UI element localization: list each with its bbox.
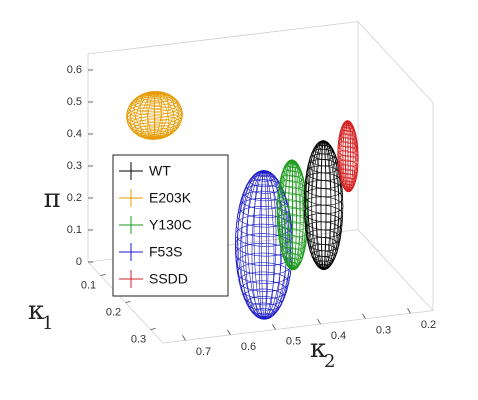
box-edge [162,310,434,344]
mesh-line [154,91,162,138]
mesh-line [154,91,175,139]
mesh-line [277,160,293,270]
mesh-line [263,170,277,319]
mesh-line [320,140,324,270]
axis-label: κ [28,296,44,326]
mesh-line [263,170,270,319]
mesh-line [288,159,293,270]
mesh-line [347,120,354,192]
z-tick-label: 0.2 [67,192,82,204]
z-tick-label: 0 [76,256,82,268]
mesh-line [337,120,349,192]
mesh-line [261,170,265,319]
z-tick-label: 0.5 [67,96,82,108]
y-tick [125,301,131,303]
mesh-line [323,140,336,270]
z-tick-label: 0.4 [67,128,82,140]
x-tick-label: 0.2 [421,319,436,331]
mesh-line [240,171,265,319]
legend-label: SSDD [149,271,188,287]
x-tick [407,308,411,314]
legend-label: WT [149,163,171,179]
mesh-line [345,120,349,192]
y-tick [100,274,106,276]
ellipsoid [303,140,344,271]
axis-label-sub: 1 [42,313,53,334]
z-tick-label: 0.6 [67,64,82,76]
mesh-line [129,92,155,139]
mesh-line [126,92,155,139]
mesh-line [284,159,293,270]
box-edge [357,21,434,103]
mesh-line [263,171,275,320]
y-tick-label: 0.2 [106,306,121,318]
z-tick-label: 0.1 [67,224,82,236]
axis-label-sub: 2 [324,351,335,372]
mesh-line [263,170,288,319]
y-tick-label: 0.3 [131,333,146,345]
x-tick [182,335,186,341]
mesh-line [347,120,356,192]
mesh-line [154,91,169,139]
x-tick [227,329,231,336]
mesh-line [311,140,324,270]
box-edge [357,229,434,311]
mesh-line [323,140,336,270]
x-tick-label: 0.4 [331,330,346,342]
mesh-line [154,92,183,139]
x-tick [272,324,276,330]
mesh-line [303,140,324,270]
mesh-line [323,140,327,270]
box-edge [87,21,359,55]
mesh-line [323,140,342,270]
axis-label: κ [310,334,326,364]
mesh-line [292,160,304,270]
x-tick-label: 0.3 [376,325,391,337]
mesh-line [245,171,265,320]
mesh-line [347,120,358,192]
legend-label: E203K [149,190,192,206]
legend-label: F53S [149,244,182,260]
mesh-line [323,140,340,270]
mesh-line [323,140,332,270]
mesh-line [134,92,155,140]
y-tick [150,328,156,330]
mesh-line [154,92,182,139]
x-tick [317,318,321,325]
ellipsoid [126,91,183,140]
x-tick-label: 0.7 [196,346,211,358]
x-tick-label: 0.6 [241,341,256,353]
mesh-line [315,140,324,270]
mesh-line [292,159,298,270]
mesh-line [263,170,283,319]
ellipsoid [337,120,359,193]
z-axis-label: π [43,184,60,214]
mesh-line [292,159,301,270]
y-tick-label: 0.1 [81,279,96,291]
mesh-line [342,120,349,192]
mesh-line [147,92,155,140]
mesh-line [247,170,265,319]
legend-label: Y130C [149,217,192,233]
mesh-line [127,92,155,139]
mesh-line [347,120,352,192]
x-tick [362,313,366,319]
x-tick-label: 0.5 [286,335,301,347]
mesh-line [253,170,265,319]
z-tick-label: 0.3 [67,160,82,172]
mesh-line [235,170,265,319]
